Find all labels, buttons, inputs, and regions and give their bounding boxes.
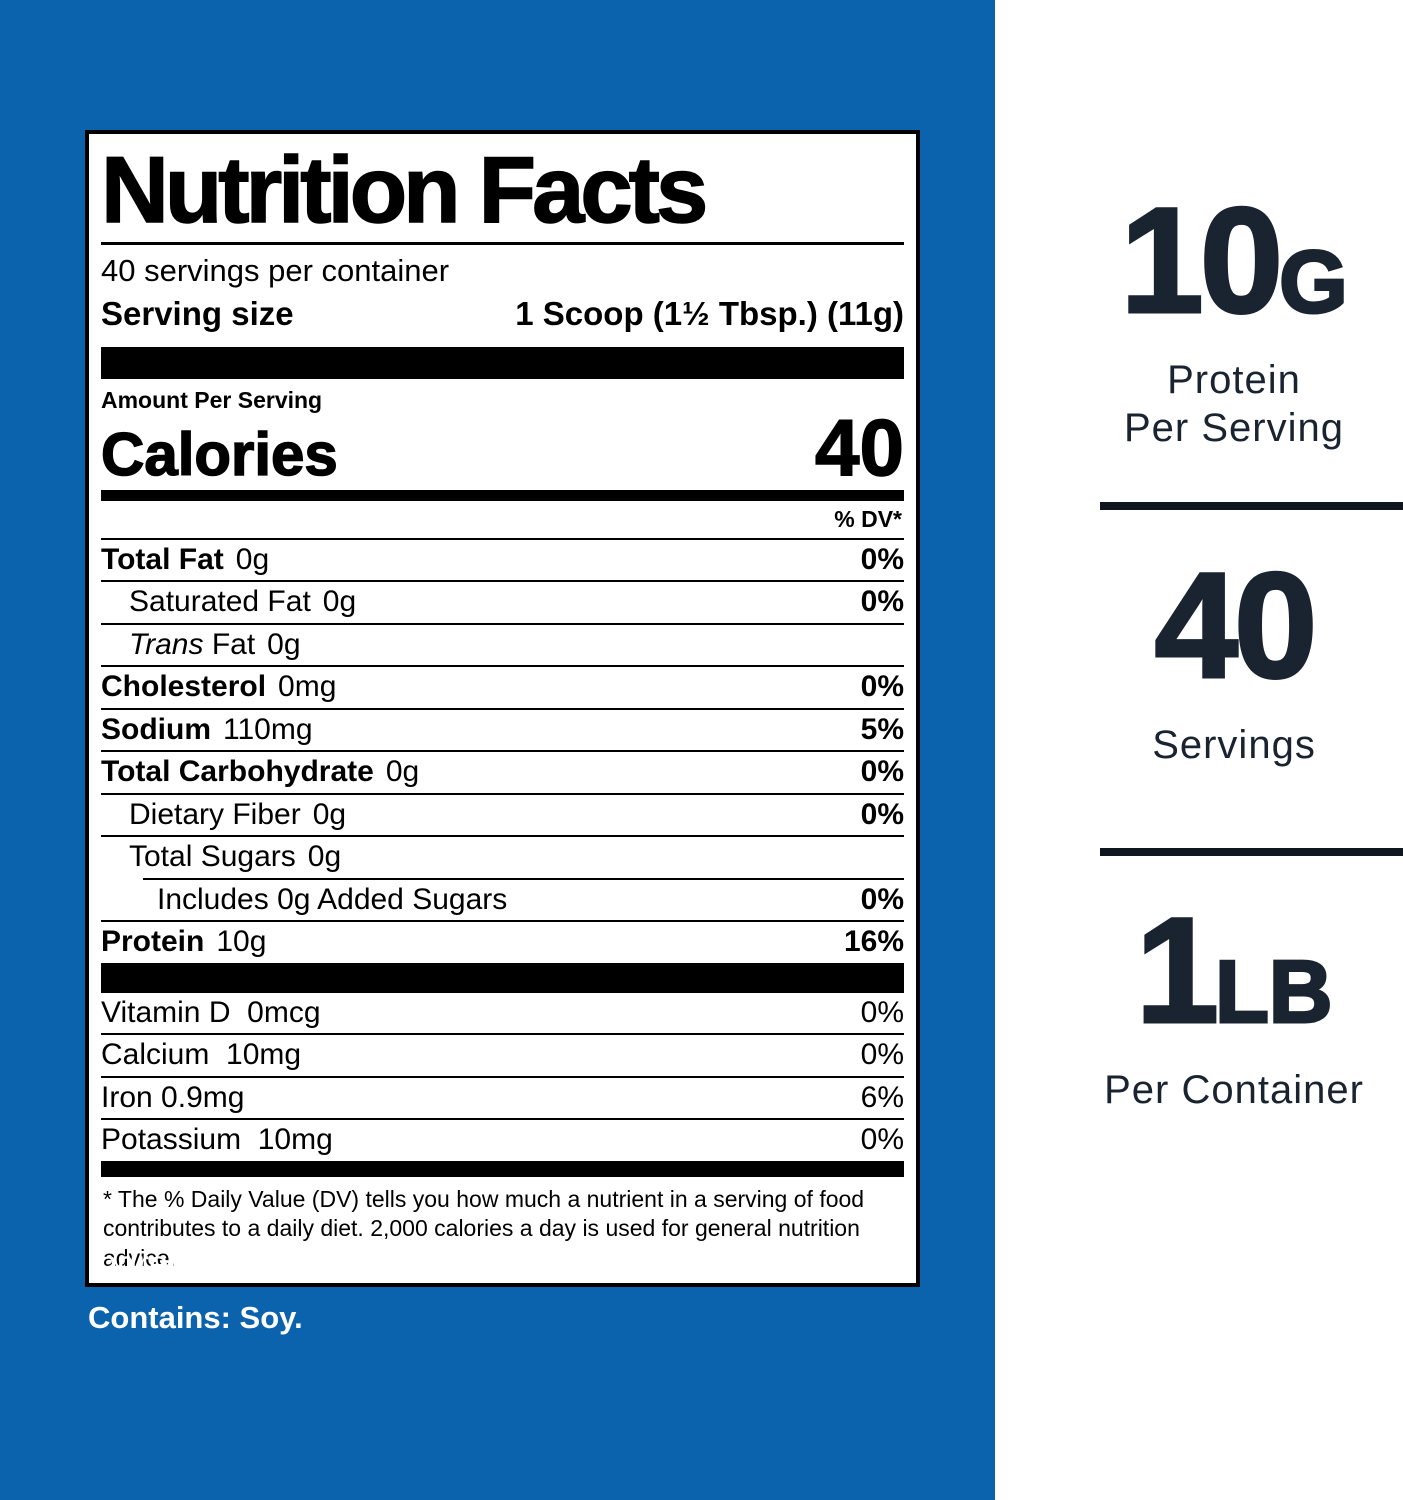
serving-size-row: Serving size 1 Scoop (1½ Tbsp.) (11g) <box>101 291 904 347</box>
separator-bar-footnote <box>101 1160 904 1177</box>
stat-servings: 40 Servings <box>995 541 1403 769</box>
panel-divider <box>1100 848 1403 856</box>
calories-row: Calories 40 <box>100 402 904 492</box>
weight-value: 1LB <box>1134 886 1334 1054</box>
serving-size-value: 1 Scoop (1½ Tbsp.) (11g) <box>515 294 904 332</box>
product-stats-panel: 10G Protein Per Serving 40 Servings 1LB … <box>995 0 1403 1500</box>
nutrient-row-saturated-fat: Saturated Fat 0g 0% <box>101 580 904 623</box>
nutrition-facts-title: Nutrition Facts <box>100 141 904 245</box>
nutrient-row-trans-fat: Trans Fat 0g <box>101 622 904 666</box>
contains-allergen-text: Contains: Soy. <box>88 1300 303 1335</box>
nutrient-row-dietary-fiber: Dietary Fiber 0g 0% <box>101 792 904 836</box>
per-container-label: Per Container <box>1104 1068 1364 1112</box>
protein-grams-value: 10G <box>1119 176 1349 344</box>
vitamin-row-calcium: Calcium 10mg 0% <box>101 1033 904 1076</box>
servings-per-container: 40 servings per container <box>101 252 450 288</box>
panel-divider <box>1100 502 1403 510</box>
stat-weight-per-container: 1LB Per Container <box>995 886 1403 1114</box>
separator-bar-medium <box>101 489 904 501</box>
nutrient-row-total-fat: Total Fat 0g 0% <box>101 537 904 581</box>
servings-count-value: 40 <box>1153 541 1319 709</box>
nutrient-row-sodium: Sodium 110mg 5% <box>101 707 904 751</box>
daily-value-footnote: * The % Daily Value (DV) tells you how m… <box>103 1185 865 1271</box>
nutrition-facts-label: Nutrition Facts 40 servings per containe… <box>85 130 920 1288</box>
protein-per-serving-label: Protein Per Serving <box>1124 358 1344 450</box>
indented-separator <box>143 877 904 880</box>
vitamin-row-vitamin-d: Vitamin D 0mcg 0% <box>101 995 904 1029</box>
nutrient-row-total-sugars: Total Sugars 0g <box>101 835 904 878</box>
vitamin-row-potassium: Potassium 10mg 0% <box>101 1118 904 1161</box>
nutrient-row-protein: Protein 10g 16% <box>101 920 904 963</box>
calories-label: Calories <box>100 420 338 488</box>
daily-value-header: % DV* <box>834 505 902 532</box>
amount-per-serving: Amount Per Serving <box>101 386 323 413</box>
nutrient-row-total-carbohydrate: Total Carbohydrate 0g 0% <box>101 750 904 793</box>
separator-bar-thick <box>101 962 904 993</box>
nutrient-row-added-sugars: Includes 0g Added Sugars 0% <box>157 882 904 916</box>
vitamin-row-iron: Iron 0.9mg 6% <box>101 1075 904 1119</box>
separator-bar-thick <box>101 346 904 379</box>
stat-protein-per-serving: 10G Protein Per Serving <box>995 176 1403 452</box>
ingredients-text: Ingredients: Soy protein isolate. <box>88 1244 585 1283</box>
servings-label: Servings <box>1152 723 1316 767</box>
calories-value: 40 <box>814 402 904 492</box>
nutrient-row-cholesterol: Cholesterol 0mg 0% <box>101 665 904 708</box>
serving-size-label: Serving size <box>101 294 294 332</box>
